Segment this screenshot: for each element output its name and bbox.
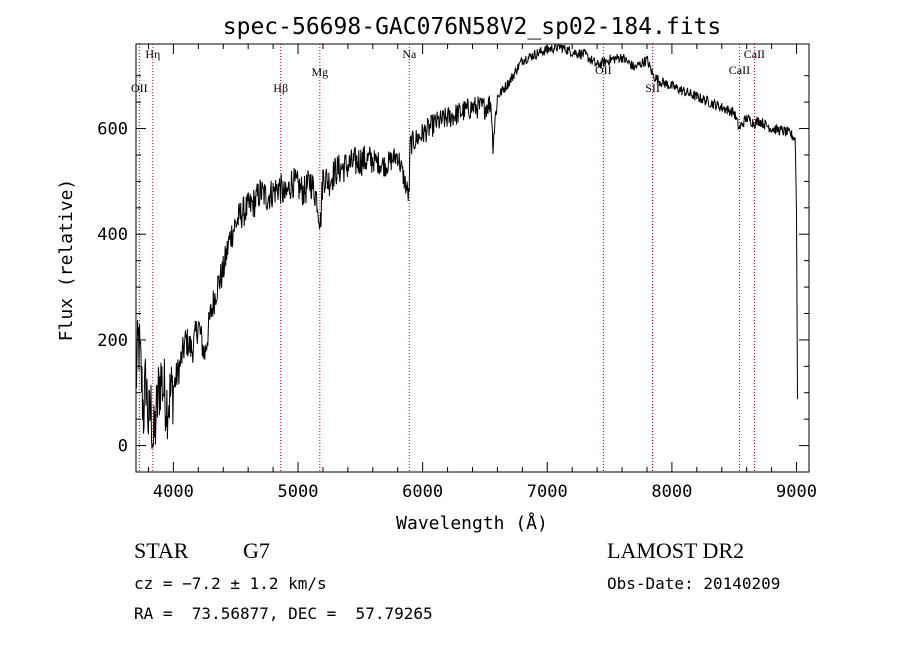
y-tick-label: 0 [118,437,128,457]
x-tick-label: 5000 [278,482,319,502]
observation-date: Obs-Date: 20140209 [607,574,781,593]
axis-ticks: 4000 5000 6000 7000 8000 9000 0 200 400 600 [97,44,817,502]
y-tick-label: 600 [97,120,128,140]
x-tick-label: 9000 [776,482,817,502]
chart-title: spec-56698-GAC076N58V2_sp02-184.fits [223,14,722,40]
object-subclass: G7 [243,538,270,563]
y-tick-label: 200 [97,331,128,351]
coordinates: RA = 73.56877, DEC = 57.79265 [134,604,433,623]
line-marker-label: Hη [145,47,160,61]
x-tick-label: 8000 [651,482,692,502]
y-tick-label: 400 [97,225,128,245]
x-tick-label: 7000 [527,482,568,502]
redshift-value: cz = −7.2 ± 1.2 km/s [134,574,327,593]
line-marker-label: SII [645,81,660,95]
x-tick-label: 4000 [153,482,194,502]
survey-name: LAMOST DR2 [607,538,745,563]
line-marker-label: OII [131,81,148,95]
line-marker-label: Na [402,47,417,61]
line-marker-label: CaII [729,63,750,77]
flux-line [135,44,798,449]
line-marker-label: Hβ [273,81,288,95]
x-tick-label: 6000 [402,482,443,502]
flux-series [135,44,798,449]
line-marker-label: CaII [744,47,765,61]
y-axis-label: Flux (relative) [56,179,77,342]
x-axis-label: Wavelength (Å) [396,512,548,534]
object-class: STAR [134,538,189,563]
line-marker-label: Mg [311,65,328,79]
